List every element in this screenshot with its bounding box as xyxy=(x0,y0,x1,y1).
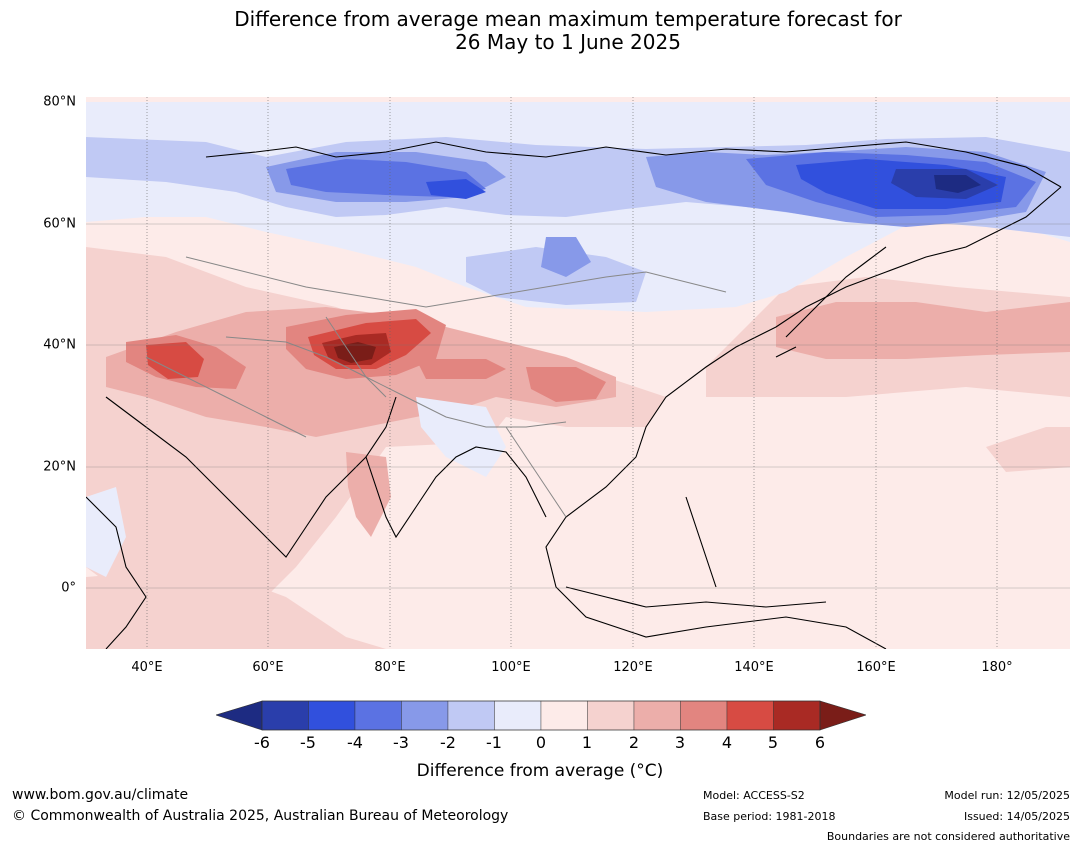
colorbar-tick: 2 xyxy=(628,733,640,752)
colorbar-tick: -1 xyxy=(486,733,502,752)
colorbar-tick: -4 xyxy=(347,733,363,752)
colorbar-segment xyxy=(773,700,821,731)
lon-label: 80°E xyxy=(374,660,406,675)
anomaly-region-cool xyxy=(86,487,126,577)
anomaly-region-warm-4 xyxy=(146,342,204,379)
border-line xyxy=(225,336,567,428)
colorbar xyxy=(216,700,866,731)
lat-label: 80°N xyxy=(43,94,76,110)
colorbar-segment xyxy=(261,700,309,731)
temperature-anomaly-map xyxy=(86,97,1070,649)
colorbar-extend-high xyxy=(819,700,866,731)
border-line xyxy=(325,316,387,398)
colorbar-tick: 6 xyxy=(814,733,826,752)
colorbar-tick: 1 xyxy=(581,733,593,752)
website-text: www.bom.gov.au/climate xyxy=(12,787,189,803)
lon-label: 120°E xyxy=(613,660,653,675)
lon-label: 100°E xyxy=(491,660,531,675)
colorbar-tick: -6 xyxy=(254,733,270,752)
anomaly-region-warm-3 xyxy=(526,367,606,402)
copyright-text: © Commonwealth of Australia 2025, Austra… xyxy=(12,808,509,824)
model-text: Model: ACCESS-S2 xyxy=(703,789,805,802)
anomaly-region-warm-6 xyxy=(334,342,376,363)
colorbar-segment xyxy=(354,700,402,731)
coastline-indonesia xyxy=(565,586,827,608)
colorbar-segment xyxy=(680,700,728,731)
anomaly-region-warm xyxy=(986,427,1070,472)
border-line xyxy=(145,356,307,438)
coastline-arabia xyxy=(105,396,367,558)
anomaly-region-warm xyxy=(86,567,386,649)
colorbar-tick: 0 xyxy=(535,733,547,752)
colorbar-segment xyxy=(401,700,449,731)
colorbar-tick: -2 xyxy=(440,733,456,752)
anomaly-region-cool xyxy=(416,397,506,477)
colorbar-tick: 5 xyxy=(767,733,779,752)
colorbar-segment xyxy=(540,700,588,731)
lon-label: 180° xyxy=(981,660,1013,675)
anomaly-region-warm-2 xyxy=(776,302,1070,359)
anomaly-region-cool-1 xyxy=(466,247,646,305)
colorbar-tick: 4 xyxy=(721,733,733,752)
coastline-japan xyxy=(775,246,887,358)
map-lat-gridlines xyxy=(86,223,1070,589)
border-line xyxy=(185,256,727,308)
colorbar-segment xyxy=(587,700,635,731)
lat-label: 60°N xyxy=(43,216,76,232)
title-line-2: 26 May to 1 June 2025 xyxy=(455,30,681,54)
colorbar-label: Difference from average (°C) xyxy=(416,761,664,781)
colorbar-segment xyxy=(633,700,681,731)
lon-label: 40°E xyxy=(131,660,163,675)
coastline-east-asia xyxy=(545,186,1062,649)
colorbar-segments xyxy=(261,700,821,731)
colorbar-tick: -3 xyxy=(393,733,409,752)
colorbar-segment xyxy=(494,700,542,731)
map-gridlines xyxy=(146,97,998,649)
anomaly-region-cool-2 xyxy=(541,237,591,277)
anomaly-region-warm-3 xyxy=(416,359,506,379)
anomaly-region-cool-6 xyxy=(934,175,981,193)
country-borders xyxy=(145,256,727,518)
colorbar-tick: 3 xyxy=(674,733,686,752)
lat-label: 20°N xyxy=(43,459,76,475)
border-line xyxy=(505,426,567,518)
map-title: Difference from average mean maximum tem… xyxy=(0,8,1081,54)
coastline-philippines xyxy=(685,496,717,588)
base-period-text: Base period: 1981-2018 xyxy=(703,810,836,823)
lon-label: 160°E xyxy=(856,660,896,675)
model-run-text: Model run: 12/05/2025 xyxy=(944,789,1070,802)
lon-label: 140°E xyxy=(734,660,774,675)
lat-label: 40°N xyxy=(43,337,76,353)
colorbar-tick: -5 xyxy=(300,733,316,752)
colorbar-extend-low xyxy=(216,700,263,731)
lat-label: 0° xyxy=(61,580,76,596)
colorbar-outline xyxy=(261,700,821,731)
issued-text: Issued: 14/05/2025 xyxy=(963,810,1070,823)
title-line-1: Difference from average mean maximum tem… xyxy=(234,7,902,31)
lon-label: 60°E xyxy=(252,660,284,675)
colorbar-segment xyxy=(308,700,356,731)
anomaly-region-warm-2 xyxy=(346,452,391,537)
coastlines xyxy=(86,141,1062,649)
boundaries-note: Boundaries are not considered authoritat… xyxy=(826,830,1070,843)
anomaly-region-cool-4 xyxy=(426,179,486,199)
coastline-africa xyxy=(86,496,147,649)
colorbar-segment xyxy=(726,700,774,731)
colorbar-segment xyxy=(447,700,495,731)
coastline-arctic xyxy=(205,141,1062,188)
